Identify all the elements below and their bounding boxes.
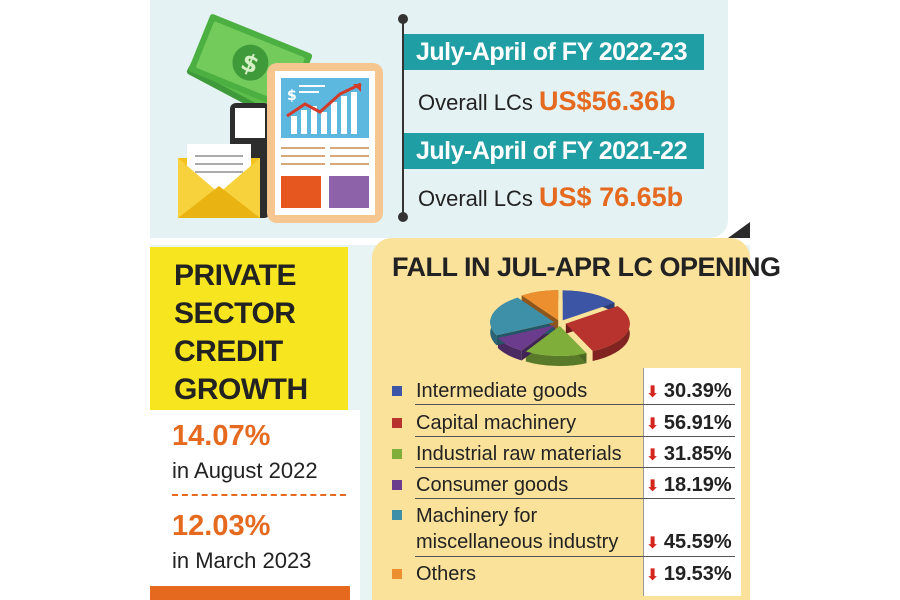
private-credit-title-box (150, 247, 348, 410)
legend-label: Intermediate goods (416, 380, 588, 402)
legend-separator (415, 556, 735, 557)
legend-value: ⬇ 45.59% (646, 531, 732, 554)
timeline-dot (398, 212, 408, 222)
credit-value: 12.03% (172, 510, 271, 542)
legend-value: ⬇ 30.39% (646, 380, 732, 403)
timeline-dot (398, 14, 408, 24)
down-arrow-icon: ⬇ (646, 535, 664, 552)
title-line: PRIVATE (174, 259, 297, 292)
pie-slice-others (521, 290, 559, 321)
legend-swatch (392, 449, 402, 459)
legend-label: Consumer goods (416, 474, 569, 496)
legend-separator (415, 467, 735, 468)
pie-slice-side-capital-machinery (592, 306, 630, 361)
timeline-line (402, 18, 404, 218)
pie-slice-capital-machinery (565, 306, 630, 351)
lc-label: Overall LCs (418, 186, 533, 211)
svg-text:$: $ (287, 88, 297, 104)
pie-slice-side-consumer-goods (497, 338, 522, 361)
private-credit-title: PRIVATE SECTOR CREDIT GROWTH (174, 257, 344, 409)
credit-date: in August 2022 (172, 458, 318, 483)
legend-label: Industrial raw materials (416, 443, 622, 465)
title-line: SECTOR (174, 297, 296, 330)
legend-swatch (392, 569, 402, 579)
pie-slice-side-industrial-raw-materials (525, 351, 587, 366)
legend-label: Capital machinery (416, 412, 577, 434)
value-text: 31.85% (663, 443, 732, 465)
legend-swatch (392, 510, 402, 520)
legend-label: Machinery for miscellaneous industry (416, 505, 619, 553)
title-line: GROWTH (174, 373, 308, 406)
value-column-divider (643, 368, 644, 596)
lc-amount: US$56.36b (539, 86, 676, 116)
fy-2022-23-period: July-April of FY 2022-23 (404, 34, 704, 70)
value-column-bg (643, 368, 741, 596)
legend-swatch (392, 480, 402, 490)
value-text: 56.91% (663, 412, 732, 434)
private-credit-values-bg (150, 410, 360, 600)
legend-swatch (392, 386, 402, 396)
pie-slice-intermediate-goods (562, 290, 615, 321)
pie-chart (490, 290, 630, 366)
chart-title: FALL IN JUL-APR LC OPENING (392, 252, 781, 282)
lc-amount: US$ 76.65b (539, 182, 684, 212)
lc-label: Overall LCs (418, 90, 533, 115)
down-arrow-icon: ⬇ (646, 447, 664, 464)
legend-swatch (392, 418, 402, 428)
pie-slice-consumer-goods (497, 325, 556, 351)
legend-separator (415, 404, 735, 405)
legend-value: ⬇ 18.19% (646, 474, 732, 497)
legend-value: ⬇ 31.85% (646, 443, 732, 466)
fy-2021-22-lc: Overall LCs US$ 76.65b (418, 182, 683, 213)
down-arrow-icon: ⬇ (646, 478, 664, 495)
fy-2022-23-lc: Overall LCs US$56.36b (418, 86, 676, 117)
value-text: 19.53% (663, 563, 732, 585)
legend-value: ⬇ 19.53% (646, 563, 732, 586)
accent-bar (150, 586, 350, 600)
legend-separator (415, 436, 735, 437)
legend-separator (415, 498, 735, 499)
value-text: 45.59% (663, 531, 732, 553)
down-arrow-icon: ⬇ (646, 567, 664, 584)
credit-value: 14.07% (172, 420, 271, 452)
down-arrow-icon: ⬇ (646, 416, 664, 433)
legend-value: ⬇ 56.91% (646, 412, 732, 435)
credit-date: in March 2023 (172, 548, 312, 573)
envelope-icon (178, 144, 260, 218)
title-line: CREDIT (174, 335, 283, 368)
legend-label: Others (416, 563, 477, 585)
value-text: 30.39% (663, 380, 732, 402)
report-chart-icon: $ (267, 63, 383, 223)
finance-illustration: $ $ (178, 14, 383, 223)
down-arrow-icon: ⬇ (646, 384, 664, 401)
divider (172, 494, 346, 496)
value-text: 18.19% (663, 474, 732, 496)
pie-slice-machinery-misc-industry (490, 297, 555, 336)
pie-slice-industrial-raw-materials (525, 325, 587, 356)
corner-decoration (728, 222, 750, 238)
fy-2021-22-period: July-April of FY 2021-22 (404, 133, 704, 169)
